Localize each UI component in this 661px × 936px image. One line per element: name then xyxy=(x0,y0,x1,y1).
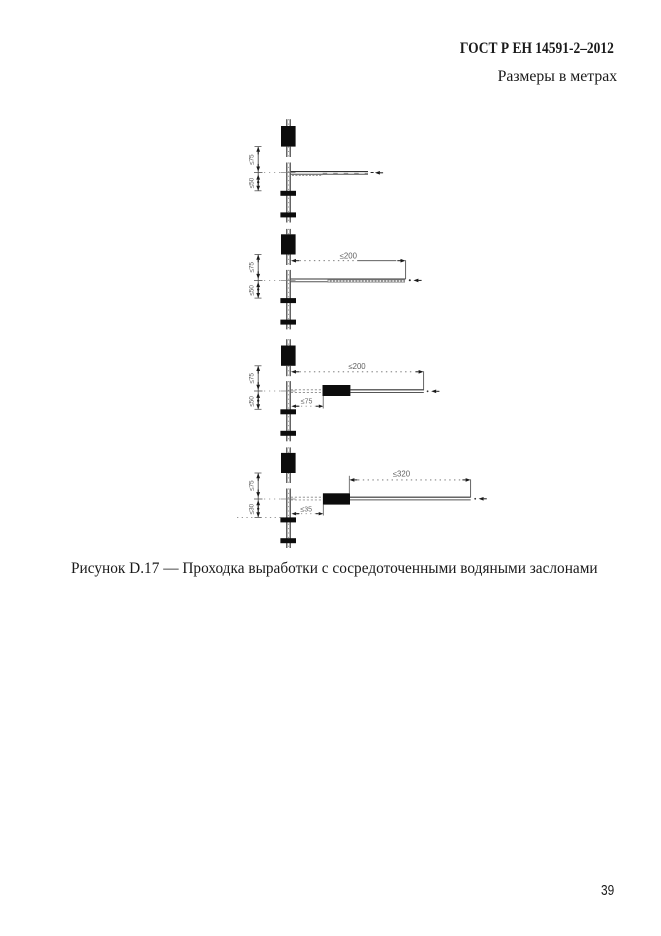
svg-text:≤75: ≤75 xyxy=(301,399,313,406)
svg-text:≤50: ≤50 xyxy=(249,396,256,407)
svg-text:≤75: ≤75 xyxy=(249,262,256,273)
svg-text:≤35: ≤35 xyxy=(300,507,312,514)
svg-text:≤200: ≤200 xyxy=(348,362,366,371)
svg-text:≤75: ≤75 xyxy=(249,154,256,165)
svg-text:≤50: ≤50 xyxy=(249,177,256,188)
svg-text:≤50: ≤50 xyxy=(249,285,256,296)
svg-text:≤200: ≤200 xyxy=(340,251,358,260)
svg-text:≤320: ≤320 xyxy=(393,470,411,479)
svg-text:≤75: ≤75 xyxy=(249,373,256,384)
svg-text:≤30: ≤30 xyxy=(249,503,256,514)
svg-text:≤75: ≤75 xyxy=(249,480,256,491)
